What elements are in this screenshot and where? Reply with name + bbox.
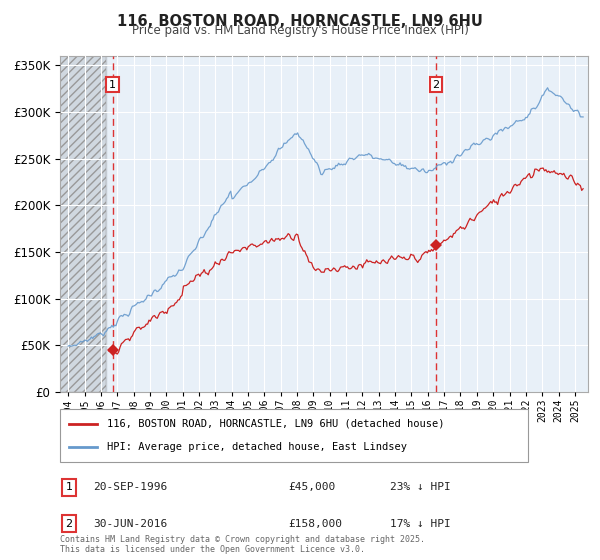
Text: Contains HM Land Registry data © Crown copyright and database right 2025.
This d: Contains HM Land Registry data © Crown c… bbox=[60, 535, 425, 554]
Text: HPI: Average price, detached house, East Lindsey: HPI: Average price, detached house, East… bbox=[107, 442, 407, 452]
Text: 1: 1 bbox=[65, 482, 73, 492]
Bar bbox=[60, 56, 106, 392]
Text: 23% ↓ HPI: 23% ↓ HPI bbox=[390, 482, 451, 492]
Text: £158,000: £158,000 bbox=[288, 519, 342, 529]
FancyBboxPatch shape bbox=[60, 409, 528, 462]
Bar bbox=[60, 56, 106, 392]
Text: £45,000: £45,000 bbox=[288, 482, 335, 492]
Text: Price paid vs. HM Land Registry's House Price Index (HPI): Price paid vs. HM Land Registry's House … bbox=[131, 24, 469, 37]
Text: 20-SEP-1996: 20-SEP-1996 bbox=[93, 482, 167, 492]
Text: 2: 2 bbox=[433, 80, 440, 90]
Text: 116, BOSTON ROAD, HORNCASTLE, LN9 6HU (detached house): 116, BOSTON ROAD, HORNCASTLE, LN9 6HU (d… bbox=[107, 419, 444, 429]
Text: 1: 1 bbox=[109, 80, 116, 90]
Text: 116, BOSTON ROAD, HORNCASTLE, LN9 6HU: 116, BOSTON ROAD, HORNCASTLE, LN9 6HU bbox=[117, 14, 483, 29]
Text: 30-JUN-2016: 30-JUN-2016 bbox=[93, 519, 167, 529]
Text: 2: 2 bbox=[65, 519, 73, 529]
Text: 17% ↓ HPI: 17% ↓ HPI bbox=[390, 519, 451, 529]
Bar bbox=[60, 56, 106, 392]
